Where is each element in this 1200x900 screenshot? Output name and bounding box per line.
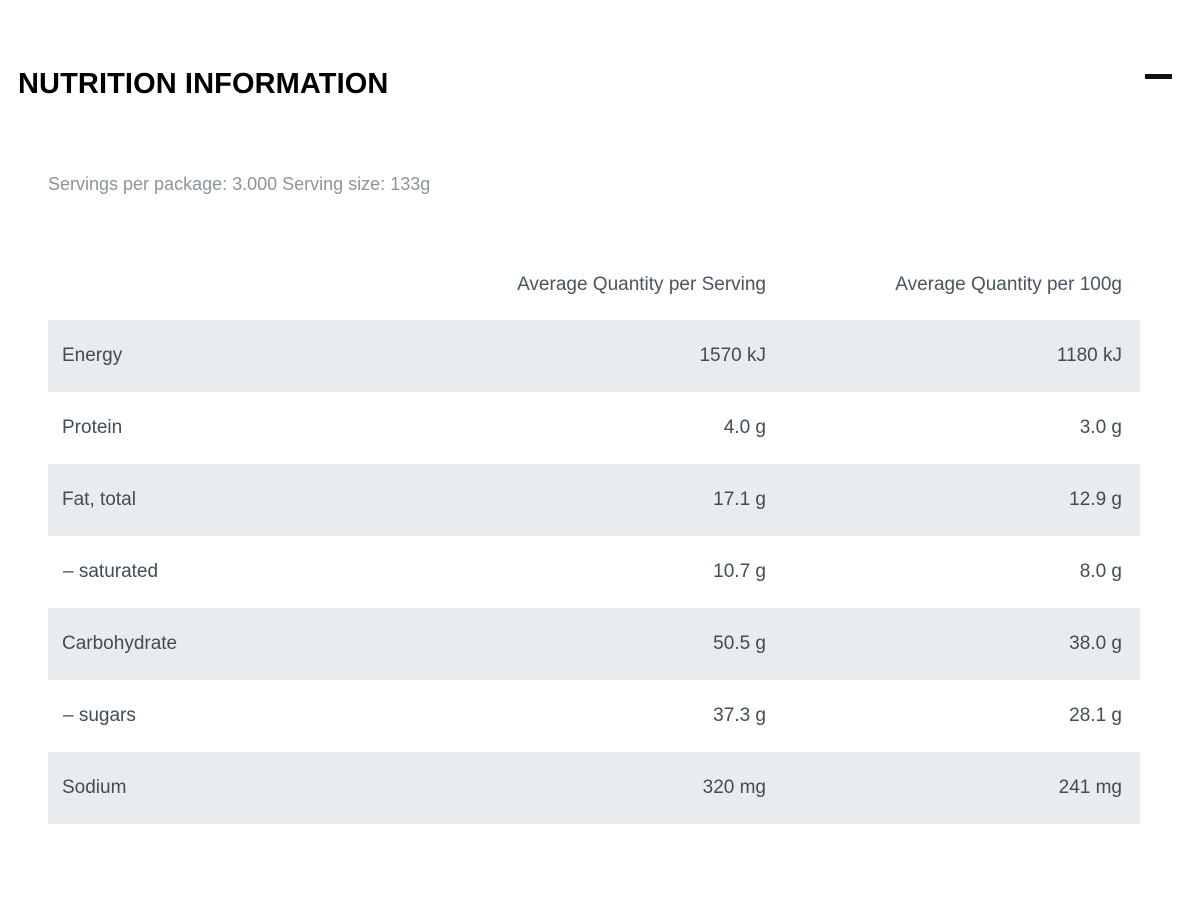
- table-row: – saturated 10.7 g 8.0 g: [48, 536, 1140, 608]
- table-row: – sugars 37.3 g 28.1 g: [48, 680, 1140, 752]
- cell-value-per-100g: 8.0 g: [784, 536, 1140, 608]
- cell-value-per-100g: 3.0 g: [784, 392, 1140, 464]
- panel-header: NUTRITION INFORMATION: [0, 0, 1200, 140]
- serving-summary-text: Servings per package: 3.000 Serving size…: [48, 174, 431, 194]
- cell-value-per-serving: 50.5 g: [408, 608, 784, 680]
- cell-nutrient-name: – sugars: [48, 680, 408, 752]
- cell-value-per-serving: 320 mg: [408, 752, 784, 824]
- cell-nutrient-name: Protein: [48, 392, 408, 464]
- table-row: Protein 4.0 g 3.0 g: [48, 392, 1140, 464]
- cell-value-per-100g: 28.1 g: [784, 680, 1140, 752]
- cell-value-per-serving: 10.7 g: [408, 536, 784, 608]
- collapse-panel-button[interactable]: [1136, 60, 1180, 94]
- column-header-per-serving: Average Quantity per Serving: [408, 250, 784, 320]
- cell-nutrient-name: – saturated: [48, 536, 408, 608]
- table-row: Carbohydrate 50.5 g 38.0 g: [48, 608, 1140, 680]
- cell-value-per-serving: 37.3 g: [408, 680, 784, 752]
- table-row: Sodium 320 mg 241 mg: [48, 752, 1140, 824]
- cell-value-per-100g: 38.0 g: [784, 608, 1140, 680]
- cell-nutrient-name: Sodium: [48, 752, 408, 824]
- table-body: Energy 1570 kJ 1180 kJ Protein 4.0 g 3.0 g Fat…: [48, 320, 1140, 824]
- page-title: NUTRITION INFORMATION: [18, 68, 389, 100]
- cell-nutrient-name: Fat, total: [48, 464, 408, 536]
- cell-value-per-100g: 241 mg: [784, 752, 1140, 824]
- table-header: Average Quantity per Serving Average Qua…: [48, 250, 1140, 320]
- nutrition-table: Average Quantity per Serving Average Qua…: [48, 250, 1140, 824]
- column-header-per-100g: Average Quantity per 100g: [784, 250, 1140, 320]
- minus-icon: [1145, 74, 1172, 79]
- column-header-nutrient: [48, 250, 408, 320]
- cell-value-per-100g: 12.9 g: [784, 464, 1140, 536]
- cell-value-per-serving: 1570 kJ: [408, 320, 784, 392]
- table-header-row: Average Quantity per Serving Average Qua…: [48, 250, 1140, 320]
- table-row: Energy 1570 kJ 1180 kJ: [48, 320, 1140, 392]
- cell-nutrient-name: Carbohydrate: [48, 608, 408, 680]
- cell-value-per-100g: 1180 kJ: [784, 320, 1140, 392]
- cell-value-per-serving: 4.0 g: [408, 392, 784, 464]
- table-row: Fat, total 17.1 g 12.9 g: [48, 464, 1140, 536]
- cell-value-per-serving: 17.1 g: [408, 464, 784, 536]
- cell-nutrient-name: Energy: [48, 320, 408, 392]
